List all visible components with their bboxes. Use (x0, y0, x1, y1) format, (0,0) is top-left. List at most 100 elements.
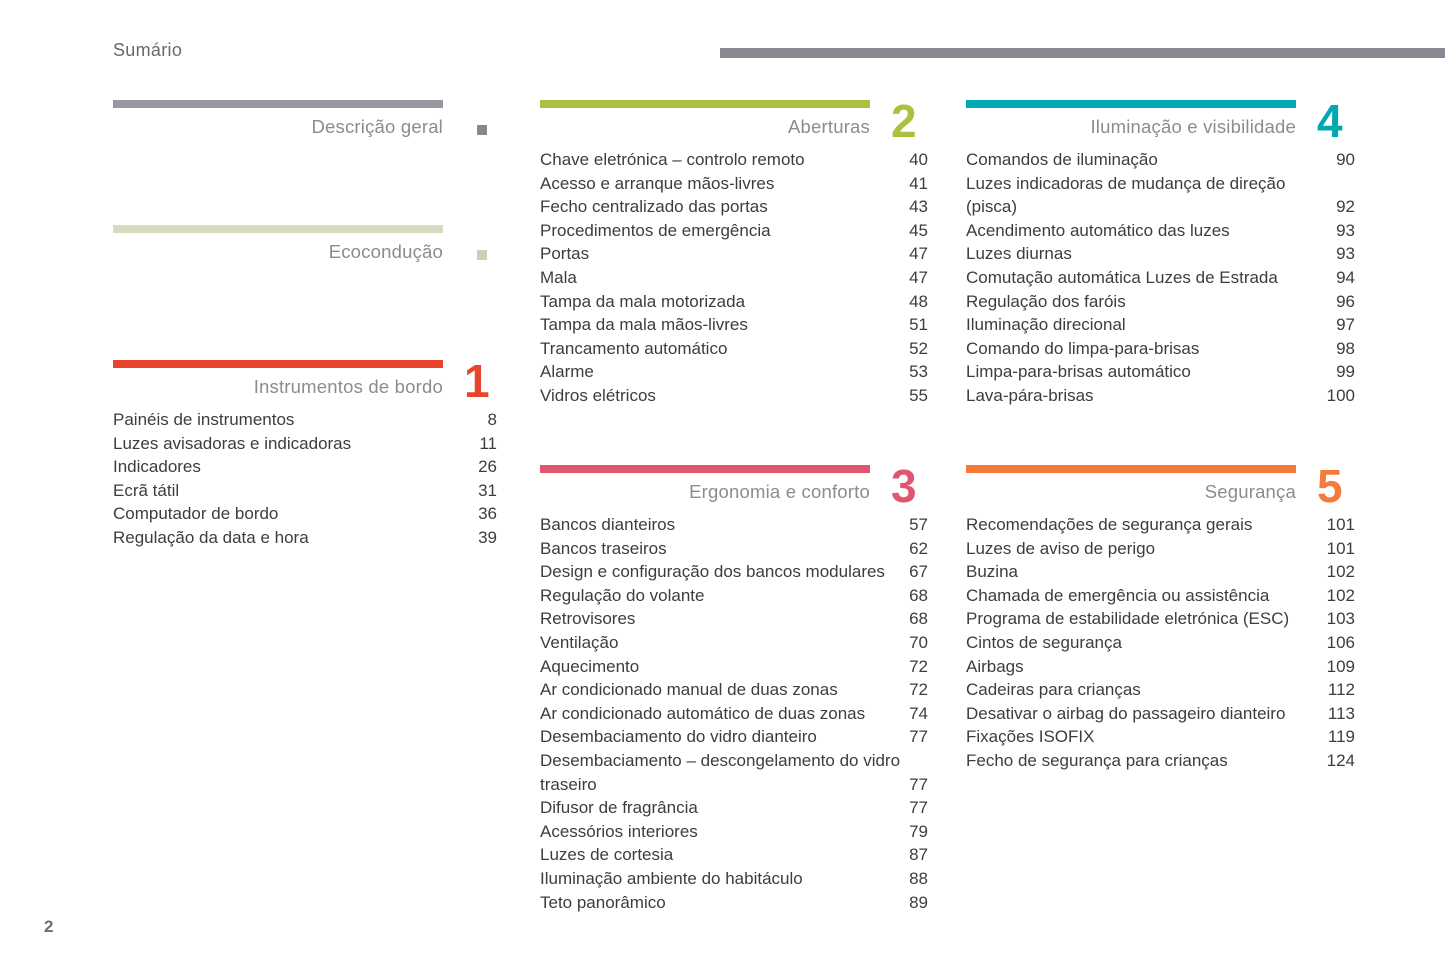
toc-entry-label: Recomendações de segurança gerais (966, 515, 1253, 534)
toc-entry-page: 43 (909, 197, 928, 217)
section-number: 2 (891, 95, 917, 147)
section-header: Ergonomia e conforto 3 (540, 463, 917, 509)
toc-entry-label: Indicadores (113, 457, 201, 477)
toc-entry-label: Mala (540, 267, 577, 287)
toc-entry: Luzes de cortesia 87 (540, 843, 928, 867)
toc-entry-page: 102 (1326, 562, 1355, 582)
toc-entry-page: 48 (909, 291, 928, 311)
section-title: Instrumentos de bordo (253, 376, 443, 397)
toc-entry-page: 103 (1326, 609, 1355, 629)
section-marker-square (477, 125, 487, 135)
toc-entry-label: Difusor de fragrância (540, 798, 698, 818)
toc-entry-page: 106 (1326, 632, 1355, 652)
toc-entry-page: 67 (909, 562, 928, 582)
toc-entry-label: Luzes de aviso de perigo (966, 538, 1156, 558)
section-descricao-geral: Descrição geral (113, 100, 497, 148)
toc-entry: Iluminação ambiente do habitáculo 88 (540, 867, 928, 891)
toc-entry-label: Design e configuração dos bancos modular… (540, 562, 885, 582)
toc-entry: Ecrã tátil 31 (113, 479, 497, 503)
toc-entry-page: 53 (909, 362, 928, 382)
section-marker-square (477, 250, 487, 260)
toc-entry-label: Tampa da mala mãos-livres (540, 315, 748, 335)
toc-entry: Desembaciamento do vidro dianteiro 77 (540, 725, 928, 749)
toc-entry-label: Limpa-para-brisas automático (966, 362, 1191, 382)
toc-entry-label: Acessórios interiores (540, 821, 698, 841)
section-header: Iluminação e visibilidade 4 (966, 98, 1343, 144)
toc-entry-label: Painéis de instrumentos (113, 410, 295, 429)
section-bar (113, 100, 443, 108)
toc-entry: Retrovisores 68 (540, 607, 928, 631)
toc-entry-label: Programa de estabilidade eletrónica (ESC… (966, 609, 1290, 629)
toc-entry-page: 68 (909, 585, 928, 605)
toc-entry-label: Comando do limpa-para-brisas (966, 338, 1200, 358)
section-title: Descrição geral (311, 116, 443, 137)
toc-entry-label: Bancos dianteiros (540, 515, 676, 534)
section-number: 4 (1317, 95, 1343, 147)
toc-entry: Acessórios interiores 79 (540, 820, 928, 844)
section-ecoconducao: Ecocondução (113, 225, 497, 273)
toc-entry: Cintos de segurança 106 (966, 631, 1355, 655)
toc-entry-label: Ventilação (540, 632, 619, 652)
toc-entry-label: Teto panorâmico (540, 892, 666, 912)
toc-entry-page: 98 (1336, 338, 1355, 358)
toc-entry: Desembaciamento – descongelamento do vid… (540, 749, 928, 796)
section-bar (966, 465, 1296, 473)
toc-entry: Iluminação direcional 97 (966, 313, 1355, 337)
toc-entry: Luzes indicadoras de mudança de direção … (966, 172, 1355, 219)
toc-entry-page: 90 (1336, 150, 1355, 169)
section-aberturas: Aberturas 2 Chave eletrónica – controlo … (540, 95, 928, 408)
section-instrumentos-de-bordo: Instrumentos de bordo 1 Painéis de instr… (113, 358, 497, 550)
toc-entry-page: 77 (909, 727, 928, 747)
toc-entry-label: Comandos de iluminação (966, 150, 1158, 169)
toc-entry-label: Luzes de cortesia (540, 845, 674, 865)
toc-entry: Buzina 102 (966, 560, 1355, 584)
toc-entry: Comutação automática Luzes de Estrada 94 (966, 266, 1355, 290)
section-bar (540, 465, 870, 473)
section-title: Aberturas (787, 116, 870, 137)
section-title: Ergonomia e conforto (689, 481, 870, 502)
toc-entry-label: Regulação do volante (540, 585, 705, 605)
toc-entry-page: 77 (909, 774, 928, 794)
toc-entry-page: 47 (909, 267, 928, 287)
toc-entry-page: 11 (479, 433, 497, 453)
section-ergonomia-e-conforto: Ergonomia e conforto 3 Bancos dianteiros… (540, 463, 928, 915)
toc-entry-label: Luzes indicadoras de mudança de direção … (966, 173, 1286, 217)
toc-entry-label: Tampa da mala motorizada (540, 291, 746, 311)
toc-entry: Alarme 53 (540, 360, 928, 384)
toc-entry-label: Desativar o airbag do passageiro diantei… (966, 703, 1286, 723)
toc-entry-page: 99 (1336, 362, 1355, 382)
toc-entry: Ventilação 70 (540, 631, 928, 655)
section-header: Ecocondução (113, 225, 487, 264)
toc-entry: Computador de bordo 36 (113, 502, 497, 526)
toc-entry: Difusor de fragrância 77 (540, 796, 928, 820)
toc-entry-label: Ecrã tátil (113, 480, 180, 500)
toc-entry-page: 124 (1326, 750, 1355, 770)
toc-entry-label: Procedimentos de emergência (540, 220, 771, 240)
toc-entry-page: 113 (1327, 703, 1355, 723)
toc-entry-label: Retrovisores (540, 609, 636, 629)
toc-entry: Teto panorâmico 89 (540, 891, 928, 915)
section-number: 1 (464, 355, 490, 407)
toc-entry-page: 101 (1326, 538, 1355, 558)
toc-entry: Vidros elétricos 55 (540, 384, 928, 408)
toc-entry: Painéis de instrumentos 8 (113, 408, 497, 432)
toc-entry-page: 39 (478, 527, 497, 547)
section-number: 3 (891, 460, 917, 512)
toc-entry-page: 31 (478, 480, 497, 500)
toc-entry: Fixações ISOFIX 119 (966, 725, 1355, 749)
section-iluminacao-e-visibilidade: Iluminação e visibilidade 4 Comandos de … (966, 98, 1355, 408)
toc-entry-label: Alarme (540, 362, 594, 382)
section-header: Instrumentos de bordo 1 (113, 358, 490, 404)
toc-entry-label: Computador de bordo (113, 504, 279, 524)
toc-entry: Acesso e arranque mãos-livres 41 (540, 172, 928, 196)
toc-entry: Luzes de aviso de perigo 101 (966, 537, 1355, 561)
section-seguranca: Segurança 5 Recomendações de segurança g… (966, 463, 1355, 773)
toc-entry-label: Cintos de segurança (966, 632, 1122, 652)
section-entries: Recomendações de segurança gerais 101 Luze… (966, 513, 1355, 773)
toc-entry: Comando do limpa-para-brisas 98 (966, 337, 1355, 361)
toc-entry: Design e configuração dos bancos modular… (540, 560, 928, 584)
toc-entry-label: Ar condicionado manual de duas zonas (540, 680, 838, 700)
toc-entry: Airbags 109 (966, 655, 1355, 679)
section-header: Segurança 5 (966, 463, 1343, 509)
toc-entry: Cadeiras para crianças 112 (966, 678, 1355, 702)
